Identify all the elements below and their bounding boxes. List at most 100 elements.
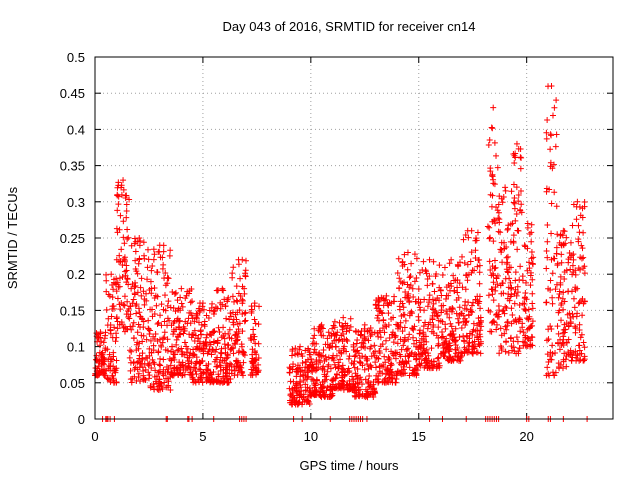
- data-point: [241, 310, 248, 317]
- data-point: [443, 308, 450, 315]
- data-point: [495, 313, 502, 320]
- data-point: [147, 384, 154, 391]
- data-point: [249, 372, 256, 379]
- data-point: [119, 274, 126, 281]
- data-point: [160, 261, 167, 268]
- data-point: [116, 275, 123, 282]
- data-point: [98, 350, 105, 357]
- data-point: [524, 315, 531, 322]
- data-point: [551, 189, 558, 196]
- data-point: [510, 238, 517, 245]
- data-point: [241, 285, 248, 292]
- data-point: [250, 326, 257, 333]
- data-point: [405, 336, 412, 343]
- data-point: [515, 145, 522, 152]
- data-point: [416, 361, 423, 368]
- data-point: [248, 303, 255, 310]
- data-point: [513, 210, 520, 217]
- data-point: [332, 343, 339, 350]
- data-point: [496, 193, 503, 200]
- data-point: [104, 322, 111, 329]
- data-point: [157, 312, 164, 319]
- data-point: [453, 296, 460, 303]
- data-point: [169, 343, 176, 350]
- data-point: [518, 209, 525, 216]
- data-point: [321, 377, 328, 384]
- data-point: [321, 371, 328, 378]
- data-point: [191, 327, 198, 334]
- data-point: [553, 250, 560, 257]
- data-point: [365, 365, 372, 372]
- data-point: [290, 378, 297, 385]
- data-point: [129, 323, 136, 330]
- y-tick-label: 0.3: [67, 195, 85, 210]
- data-point: [404, 345, 411, 352]
- data-point: [557, 361, 564, 368]
- data-point: [456, 280, 463, 287]
- data-point: [178, 345, 185, 352]
- data-point: [343, 348, 350, 355]
- data-point: [454, 284, 461, 291]
- data-point: [97, 329, 104, 336]
- data-point: [557, 232, 564, 239]
- data-point: [135, 305, 142, 312]
- data-point: [222, 303, 229, 310]
- x-tick-label: 10: [304, 429, 318, 444]
- data-point: [491, 139, 498, 146]
- data-point: [393, 372, 400, 379]
- data-point: [346, 353, 353, 360]
- data-point: [490, 272, 497, 279]
- data-point: [171, 318, 178, 325]
- data-point: [491, 319, 498, 326]
- data-point: [424, 325, 431, 332]
- data-point: [474, 229, 481, 236]
- data-point: [462, 232, 469, 239]
- data-point: [429, 280, 436, 287]
- data-point: [380, 316, 387, 323]
- data-point: [518, 201, 525, 208]
- data-point: [498, 290, 505, 297]
- data-point: [118, 191, 125, 198]
- data-point: [448, 256, 455, 263]
- data-point: [241, 352, 248, 359]
- data-point: [543, 299, 550, 306]
- data-point: [130, 358, 137, 365]
- data-point: [118, 300, 125, 307]
- data-point: [547, 277, 554, 284]
- data-point: [487, 191, 494, 198]
- data-point: [354, 375, 361, 382]
- data-point: [560, 341, 567, 348]
- data-point: [432, 297, 439, 304]
- data-point: [563, 234, 570, 241]
- data-point: [220, 324, 227, 331]
- data-point: [184, 345, 191, 352]
- data-point: [110, 379, 117, 386]
- data-point: [170, 348, 177, 355]
- data-point: [496, 350, 503, 357]
- data-point: [360, 343, 367, 350]
- data-point: [551, 372, 558, 379]
- data-point: [171, 291, 178, 298]
- data-point: [567, 266, 574, 273]
- data-point: [168, 322, 175, 329]
- data-point: [511, 194, 518, 201]
- data-point: [472, 254, 479, 261]
- data-point: [492, 264, 499, 271]
- data-point: [472, 237, 479, 244]
- data-point: [228, 335, 235, 342]
- data-point: [146, 375, 153, 382]
- data-point: [547, 352, 554, 359]
- data-point: [394, 340, 401, 347]
- data-point: [461, 348, 468, 355]
- data-point: [498, 347, 505, 354]
- data-point: [418, 335, 425, 342]
- data-point: [354, 347, 361, 354]
- data-point: [120, 218, 127, 225]
- data-point: [436, 362, 443, 369]
- data-point: [120, 324, 127, 331]
- data-point: [489, 125, 496, 132]
- data-point: [519, 273, 526, 280]
- data-point: [200, 306, 207, 313]
- data-point: [544, 222, 551, 229]
- data-point: [161, 275, 168, 282]
